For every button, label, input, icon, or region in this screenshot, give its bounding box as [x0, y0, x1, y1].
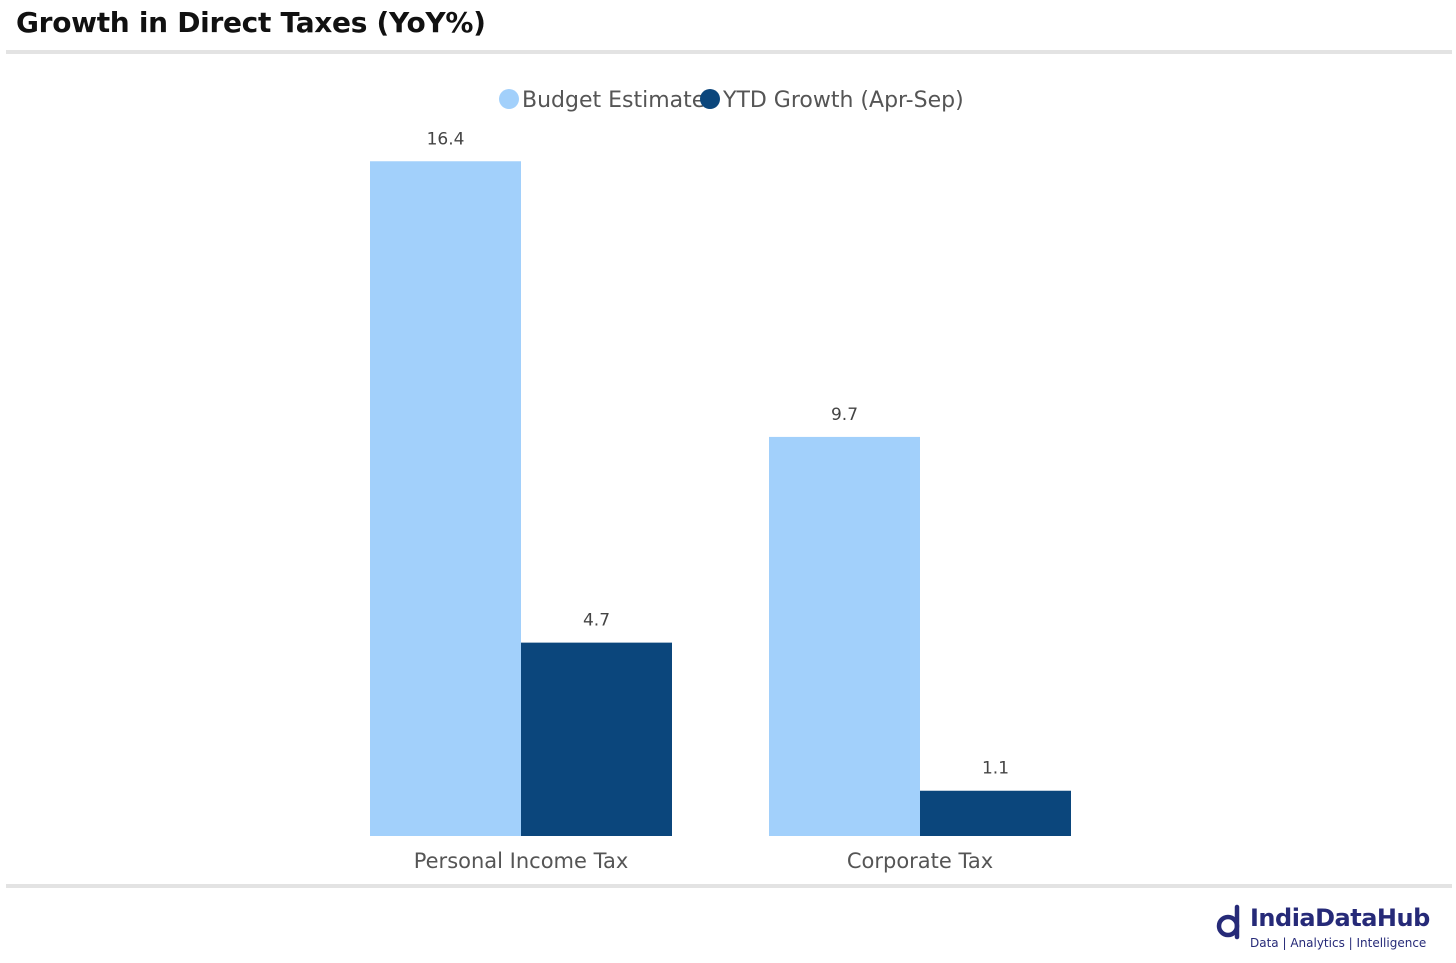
brand-tagline: Data | Analytics | Intelligence [1250, 936, 1427, 950]
chart-title: Growth in Direct Taxes (YoY%) [16, 6, 486, 39]
category-label-1: Corporate Tax [847, 849, 993, 873]
brand-logo-icon [1216, 904, 1240, 940]
legend-label-0: Budget Estimate [522, 88, 705, 113]
brand-name: IndiaDataHub [1250, 904, 1430, 932]
bar-1-0 [769, 436, 920, 836]
brand-logo: IndiaDataHub Data | Analytics | Intellig… [1216, 902, 1446, 958]
header-divider [6, 50, 1452, 54]
legend-marker-1 [700, 89, 720, 109]
data-label-1-1: 1.1 [982, 759, 1009, 779]
legend-marker-0 [499, 89, 519, 109]
legend-label-1: YTD Growth (Apr-Sep) [722, 88, 964, 113]
data-label-0-0: 16.4 [427, 129, 465, 149]
bar-0-1 [521, 642, 672, 836]
data-label-1-0: 9.7 [831, 405, 858, 425]
category-label-0: Personal Income Tax [414, 849, 629, 873]
footer-divider [6, 884, 1452, 888]
bar-1-1 [920, 790, 1071, 836]
bar-0-0 [370, 161, 521, 836]
data-label-0-1: 4.7 [583, 611, 610, 631]
bar-chart: Budget Estimate YTD Growth (Apr-Sep) 16.4 4… [370, 88, 1071, 873]
